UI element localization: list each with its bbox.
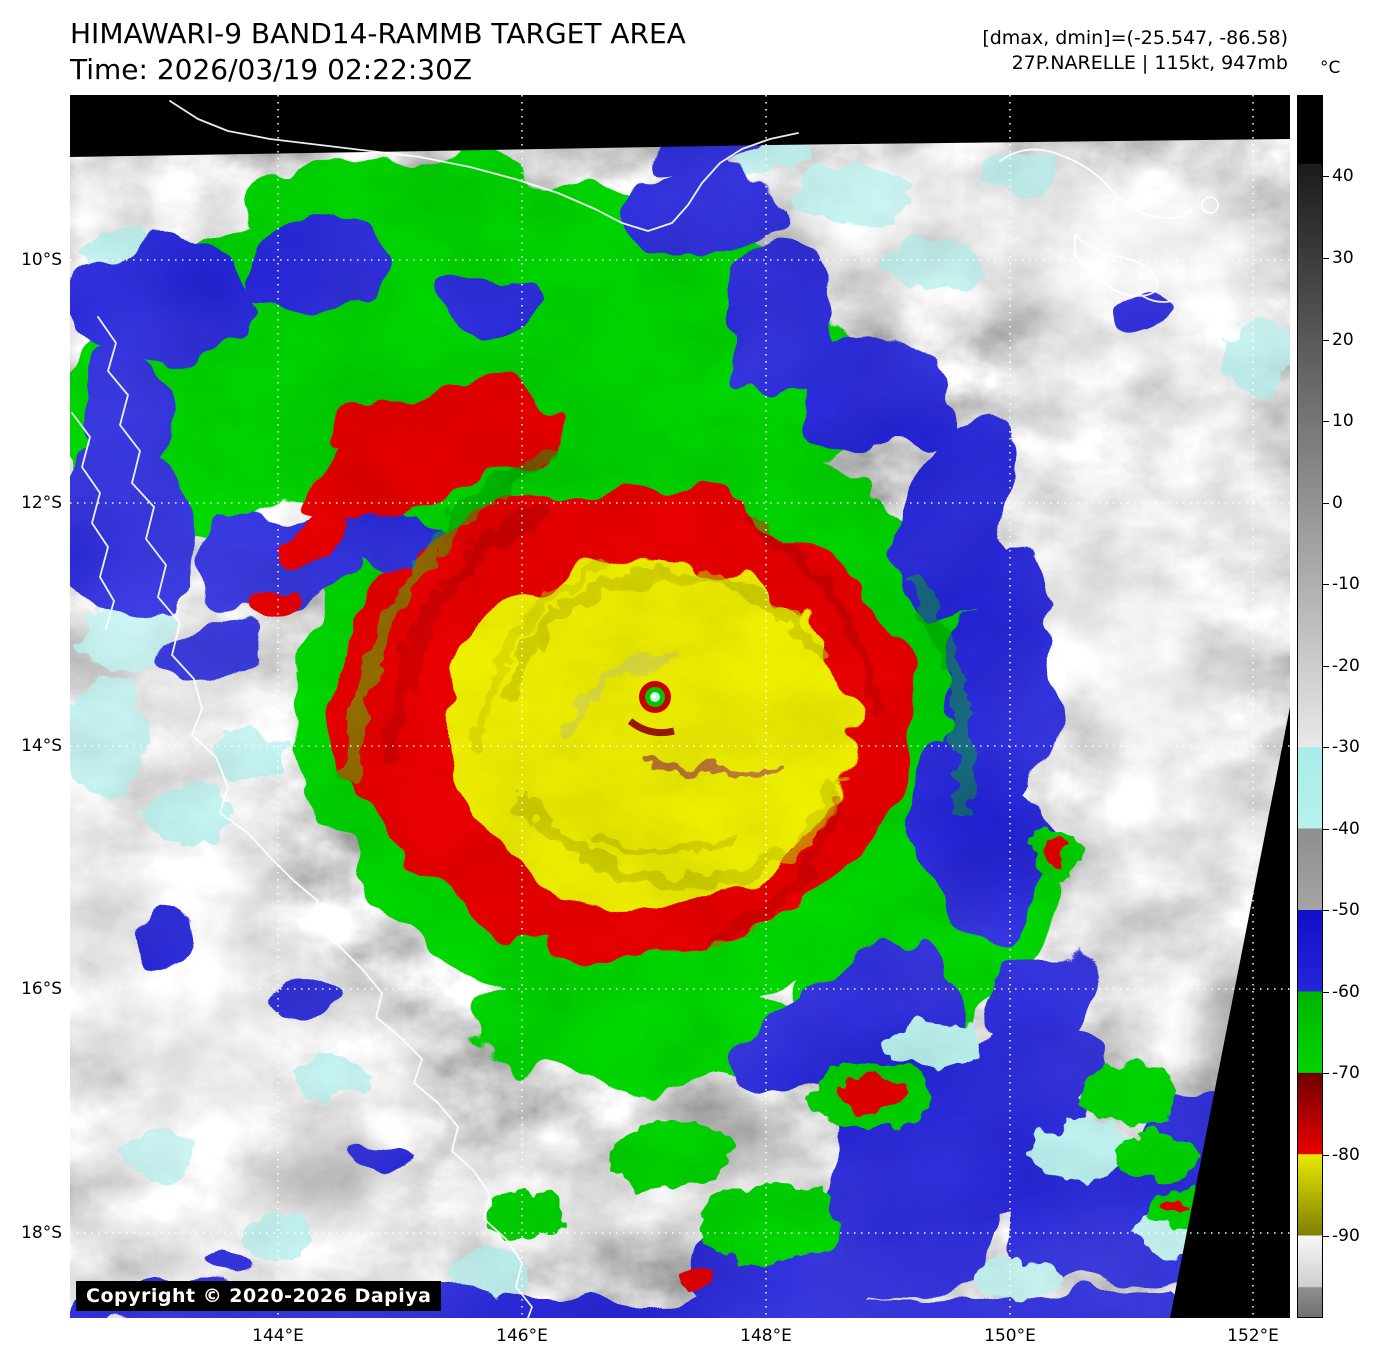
coastline-island-2 — [1074, 234, 1159, 297]
header-right: [dmax, dmin]=(-25.547, -86.58) 27P.NAREL… — [982, 26, 1288, 76]
lon-label-148e: 148°E — [740, 1326, 792, 1346]
satellite-image — [70, 95, 1290, 1318]
coastlines — [71, 100, 1219, 1318]
colorbar-tick-n50: -50 — [1323, 900, 1360, 920]
fine-texture-shading — [70, 139, 1290, 1318]
colorbar-tick-10: 10 — [1323, 411, 1354, 431]
dmax-dmin-readout: [dmax, dmin]=(-25.547, -86.58) — [982, 27, 1288, 49]
temperature-colorbar — [1297, 95, 1323, 1318]
coastline-islet-2 — [1137, 292, 1173, 303]
colorbar-tick-n60: -60 — [1323, 982, 1360, 1002]
lon-label-152e: 152°E — [1227, 1326, 1279, 1346]
colorbar-tick-n40: -40 — [1323, 819, 1360, 839]
lat-label-18s: 18°S — [21, 1223, 62, 1243]
colorbar-tick-n10: -10 — [1323, 574, 1360, 594]
storm-info: 27P.NARELLE | 115kt, 947mb — [1011, 52, 1288, 74]
colorbar-tick-n80: -80 — [1323, 1145, 1360, 1165]
copyright-label: Copyright © 2020-2026 Dapiya — [76, 1281, 442, 1311]
colorbar-tick-30: 30 — [1323, 248, 1354, 268]
satellite-map: Copyright © 2020-2026 Dapiya — [70, 95, 1290, 1318]
colorbar-tick-n90: -90 — [1323, 1226, 1360, 1246]
colorbar-tick-n20: -20 — [1323, 656, 1360, 676]
coastline-new-guinea — [169, 100, 799, 232]
gridlines — [70, 95, 1290, 1318]
lat-label-16s: 16°S — [21, 979, 62, 999]
colorbar-unit-label: °C — [1320, 58, 1341, 78]
data-region — [70, 139, 1290, 1318]
lon-label-146e: 146°E — [496, 1326, 548, 1346]
coastline-queensland — [97, 316, 533, 1318]
lat-label-12s: 12°S — [21, 493, 62, 513]
lon-label-144e: 144°E — [252, 1326, 304, 1346]
lat-label-14s: 14°S — [21, 736, 62, 756]
cyclone-eye — [627, 681, 675, 737]
colorbar-tick-n70: -70 — [1323, 1063, 1360, 1083]
image-timestamp: Time: 2026/03/19 02:22:30Z — [70, 53, 473, 86]
coastline-island-1 — [999, 148, 1193, 219]
colorbar-tick-40: 40 — [1323, 166, 1354, 186]
coastline-gulf — [71, 412, 115, 630]
colorbar-tick-0: 0 — [1323, 493, 1343, 513]
page-title: HIMAWARI-9 BAND14-RAMMB TARGET AREA — [70, 17, 686, 50]
coastline-islet — [1201, 196, 1219, 214]
colorbar-tick-20: 20 — [1323, 330, 1354, 350]
lon-label-150e: 150°E — [984, 1326, 1036, 1346]
colorbar-tick-n30: -30 — [1323, 737, 1360, 757]
lat-label-10s: 10°S — [21, 250, 62, 270]
